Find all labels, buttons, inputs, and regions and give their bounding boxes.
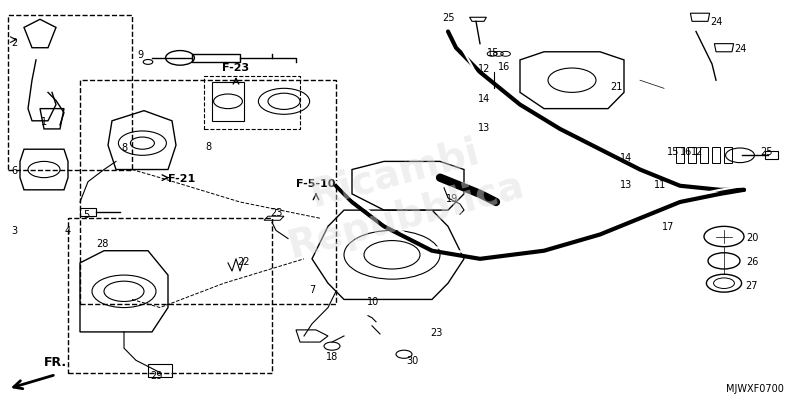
Text: 22: 22 <box>238 256 250 266</box>
Text: 4: 4 <box>65 226 71 236</box>
Text: 17: 17 <box>662 222 674 232</box>
Text: 15: 15 <box>486 48 499 58</box>
Text: 28: 28 <box>96 238 109 248</box>
Text: 14: 14 <box>619 153 632 163</box>
Bar <box>68 219 272 373</box>
Text: 7: 7 <box>309 285 315 294</box>
Text: 24: 24 <box>734 44 746 53</box>
Text: 3: 3 <box>11 226 18 236</box>
Text: 23: 23 <box>270 208 282 217</box>
Text: 12: 12 <box>691 147 704 157</box>
Bar <box>80 81 336 304</box>
Text: 14: 14 <box>478 94 490 104</box>
Text: 8: 8 <box>121 143 127 153</box>
Text: 18: 18 <box>326 352 338 361</box>
Text: 27: 27 <box>746 281 758 290</box>
Text: 2: 2 <box>11 38 18 47</box>
Text: 11: 11 <box>654 179 666 189</box>
Text: 21: 21 <box>610 82 622 92</box>
Text: 12: 12 <box>478 64 490 74</box>
Text: 8: 8 <box>205 142 211 152</box>
Text: MJWXF0700: MJWXF0700 <box>726 383 784 393</box>
Bar <box>8 16 132 170</box>
Text: 10: 10 <box>366 297 379 307</box>
Text: FR.: FR. <box>44 356 67 369</box>
Text: 15: 15 <box>667 147 680 157</box>
Text: 16: 16 <box>498 62 510 72</box>
Text: 25: 25 <box>442 13 454 23</box>
Text: 5: 5 <box>83 210 90 220</box>
Bar <box>204 77 300 130</box>
Text: 16: 16 <box>679 147 692 157</box>
Text: F-5-10: F-5-10 <box>296 178 336 188</box>
Text: Ricambi
Repubblica: Ricambi Repubblica <box>272 124 528 265</box>
Text: 13: 13 <box>478 123 490 132</box>
Text: 24: 24 <box>710 17 722 27</box>
Text: F-23: F-23 <box>222 63 250 73</box>
Text: 1: 1 <box>41 117 47 126</box>
Text: 19: 19 <box>446 194 458 203</box>
Text: 25: 25 <box>760 147 773 157</box>
Text: 13: 13 <box>619 179 632 189</box>
Text: 29: 29 <box>150 370 162 379</box>
Text: 20: 20 <box>746 232 758 242</box>
Text: F-21: F-21 <box>168 173 195 183</box>
Text: 6: 6 <box>11 165 18 175</box>
Text: 26: 26 <box>746 256 758 266</box>
Text: 23: 23 <box>430 327 442 337</box>
Text: 30: 30 <box>406 356 418 365</box>
Text: 9: 9 <box>137 50 143 60</box>
